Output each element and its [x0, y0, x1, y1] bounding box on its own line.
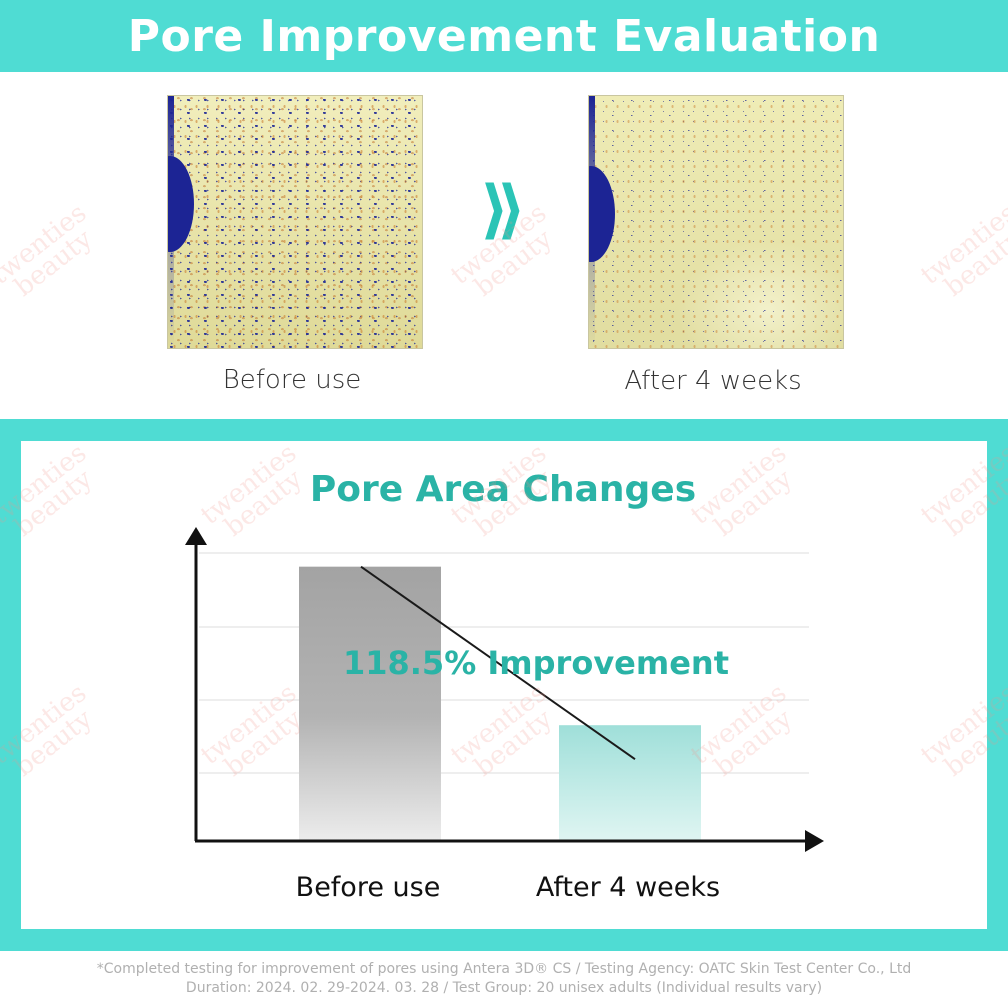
y-axis-arrow-icon	[185, 527, 207, 545]
after-photo-label: After 4 weeks	[624, 366, 802, 396]
footnote-line-2: Duration: 2024. 02. 29-2024. 03. 28 / Te…	[185, 980, 823, 996]
watermark-logo: twenties beauty	[915, 198, 1008, 303]
improvement-annotation: 118.5% Improvement	[343, 644, 729, 682]
x-axis-arrow-icon	[805, 830, 824, 852]
x-tick-label: Before use	[296, 872, 441, 903]
x-tick-label: After 4 weeks	[536, 872, 720, 903]
header-bar: Pore Improvement Evaluation	[0, 0, 1008, 72]
watermark-logo: twenties beauty	[0, 198, 99, 303]
double-chevron-right-icon: ⟫	[480, 173, 527, 247]
pore-area-bar-chart: Pore Area Changes 118.5% Improvement Bef…	[185, 469, 824, 903]
chart-panel: Pore Area Changes 118.5% Improvement Bef…	[21, 441, 987, 929]
bars	[299, 566, 701, 840]
before-skin-photo	[167, 95, 423, 349]
trend-line	[360, 565, 636, 761]
footnote: *Completed testing for improvement of po…	[0, 960, 1008, 998]
after-skin-photo	[588, 95, 844, 349]
chart-title: Pore Area Changes	[310, 469, 696, 510]
page-title: Pore Improvement Evaluation	[127, 10, 881, 62]
footnote-line-1: *Completed testing for improvement of po…	[96, 961, 912, 977]
before-photo-label: Before use	[222, 365, 362, 395]
x-tick-labels: Before use After 4 weeks	[296, 872, 720, 903]
bar-after-4-weeks	[559, 725, 701, 840]
bar-before-use	[299, 566, 441, 840]
